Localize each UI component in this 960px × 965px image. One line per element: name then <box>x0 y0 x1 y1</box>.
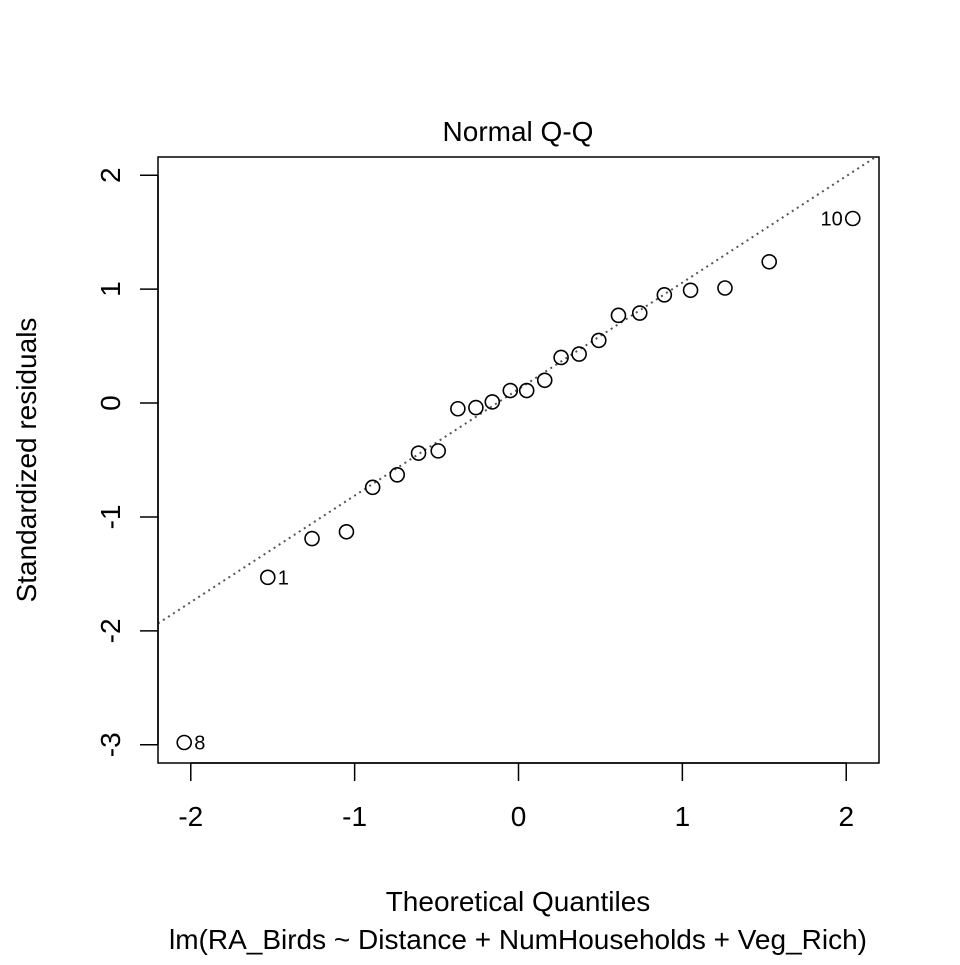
data-point <box>656 287 673 303</box>
y-axis-label: Standardized residuals <box>11 318 42 603</box>
data-point <box>484 394 501 410</box>
data-point <box>717 280 733 296</box>
data-point <box>610 307 627 324</box>
data-point <box>468 399 484 416</box>
data-point <box>430 443 447 459</box>
x-tick-label: 2 <box>838 801 854 832</box>
data-point <box>590 332 607 349</box>
data-point <box>553 349 569 366</box>
data-point <box>682 282 699 299</box>
point-label: 10 <box>821 209 843 231</box>
data-point <box>844 210 861 227</box>
y-tick-label: -2 <box>95 618 126 643</box>
point-labels-layer: 8 1 10 <box>194 209 843 755</box>
data-point <box>631 305 648 321</box>
data-point <box>364 479 381 496</box>
y-tick-label: -3 <box>95 732 126 757</box>
data-point <box>761 253 778 270</box>
data-point <box>338 523 355 540</box>
data-point <box>502 382 519 399</box>
data-point <box>518 382 535 399</box>
plot-frame <box>157 156 880 764</box>
x-tick-label: 0 <box>511 801 527 832</box>
points-layer <box>176 210 861 751</box>
x-tick-label: -1 <box>342 801 367 832</box>
data-point <box>450 400 466 417</box>
data-point <box>410 445 427 461</box>
point-label: 8 <box>194 732 205 754</box>
data-point <box>176 734 193 751</box>
data-point <box>571 346 587 362</box>
chart-title: Normal Q-Q <box>443 116 594 147</box>
chart-subtitle: lm(RA_Birds ~ Distance + NumHouseholds +… <box>169 924 867 955</box>
data-point <box>259 569 276 586</box>
x-axis-label: Theoretical Quantiles <box>386 886 651 917</box>
y-tick-label: 1 <box>95 281 126 297</box>
data-point <box>389 467 406 483</box>
data-point <box>304 530 320 547</box>
y-tick-label: -1 <box>95 505 126 530</box>
point-label: 1 <box>278 567 289 589</box>
data-point <box>536 372 553 389</box>
y-tick-label: 2 <box>95 167 126 183</box>
y-tick-label: 0 <box>95 395 126 411</box>
x-tick-label: 1 <box>675 801 691 832</box>
x-tick-label: -2 <box>178 801 203 832</box>
x-axis: -2 -1 0 1 2 <box>178 762 854 832</box>
y-axis: -3 -2 -1 0 1 2 <box>95 167 159 757</box>
